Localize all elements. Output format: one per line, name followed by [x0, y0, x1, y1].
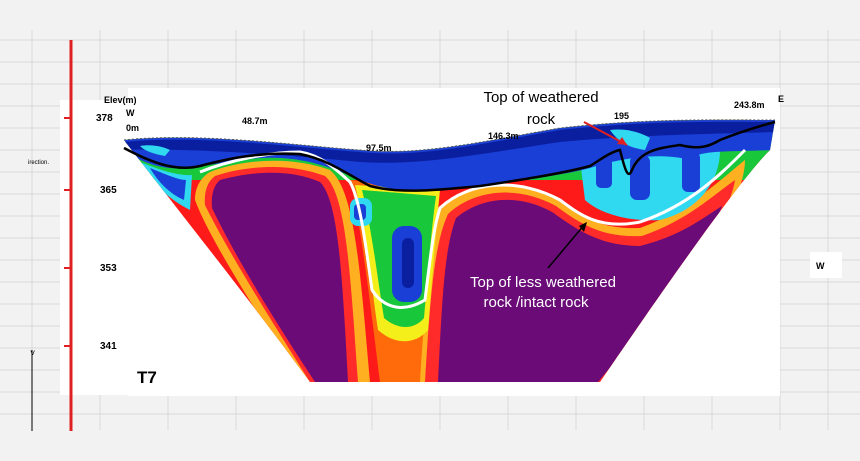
profile-name-label: T7	[137, 368, 157, 387]
less-weathered-arrow	[547, 223, 586, 269]
distance-mark-146-3: 146.3m	[488, 131, 519, 141]
elevation-tick-341: 341	[100, 341, 117, 352]
distance-mark-195: 195	[614, 111, 629, 121]
distance-mark-48-7: 48.7m	[242, 116, 268, 126]
surface-topography	[123, 119, 776, 152]
side-west-label: W	[816, 261, 825, 271]
elevation-tick-365: 365	[100, 185, 117, 196]
weathered-boundary	[123, 120, 776, 192]
axis-tick-marks	[64, 117, 72, 347]
weathered-arrowhead	[617, 137, 627, 145]
side-label-panel	[810, 252, 842, 278]
less-weathered-arrowhead	[579, 222, 587, 232]
left-fragment-mark: ˅	[30, 348, 35, 358]
less-weathered-annotation-line1: Top of less weathered	[470, 274, 616, 291]
elevation-tick-378: 378	[96, 113, 113, 124]
weathered-annotation-line1: Top of weathered	[483, 89, 598, 106]
distance-mark-97-5: 97.5m	[366, 143, 392, 153]
left-fragment-label: irection.	[28, 160, 49, 166]
distance-mark-0: 0m	[126, 123, 139, 133]
direction-east-label: E	[778, 94, 784, 104]
distance-mark-243-8: 243.8m	[734, 100, 765, 110]
less-weathered-annotation-line2: rock /intact rock	[483, 294, 589, 311]
elevation-tick-353: 353	[100, 263, 117, 274]
elevation-axis-title: Elev(m)	[104, 95, 137, 105]
direction-west-label: W	[126, 108, 135, 118]
weathered-annotation-line2: rock	[527, 111, 556, 128]
